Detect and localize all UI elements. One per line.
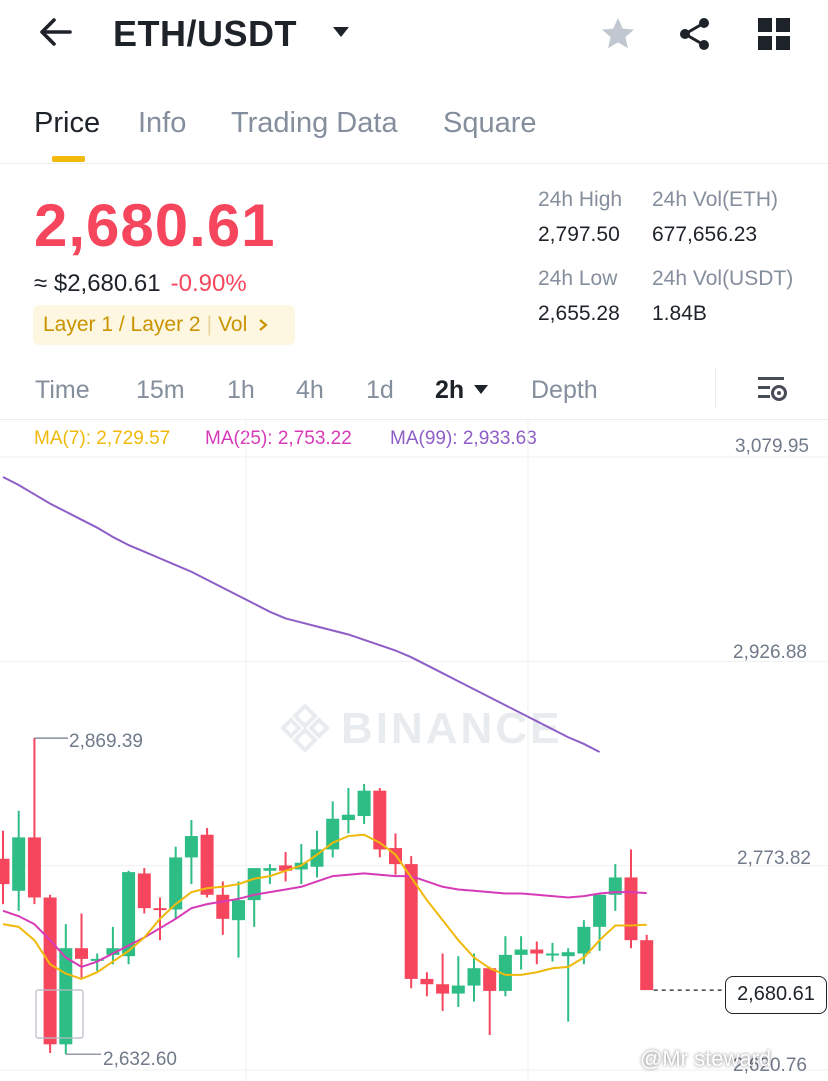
timeframe-separator xyxy=(0,419,828,420)
candle-body xyxy=(593,894,607,927)
24h-vol-usdt-value: 1.84B xyxy=(652,302,707,325)
candle-body xyxy=(608,877,622,895)
grid-icon[interactable] xyxy=(754,14,794,54)
candle-body xyxy=(404,864,418,979)
period-low-label: 2,632.60 xyxy=(103,1049,177,1070)
candle-body xyxy=(546,953,559,956)
24h-low-value: 2,655.28 xyxy=(538,302,620,325)
candle-body xyxy=(514,949,528,955)
chevron-right-icon xyxy=(259,319,268,332)
top-bar: ETH/USDT xyxy=(0,0,828,70)
timeframe-caret-icon[interactable] xyxy=(473,384,489,395)
candle-body xyxy=(137,873,151,909)
timeframe-4h[interactable]: 4h xyxy=(296,376,324,404)
candle-body xyxy=(530,949,544,954)
timeframe-15m[interactable]: 15m xyxy=(136,376,185,404)
candle-body xyxy=(451,985,465,994)
back-arrow-icon[interactable] xyxy=(34,12,78,52)
y-axis-label: 2,620.76 xyxy=(733,1055,807,1076)
candle-body xyxy=(483,968,497,991)
candle-body xyxy=(59,948,73,1045)
credit-watermark: @Mr steward xyxy=(640,1046,772,1071)
current-price-marker: 2,680.61 xyxy=(725,976,827,1014)
caret-down-icon[interactable] xyxy=(330,24,352,40)
candle-body xyxy=(232,900,245,921)
candle-body xyxy=(640,940,654,991)
candle-body xyxy=(122,872,136,957)
active-tab-indicator xyxy=(52,156,85,162)
24h-high-value: 2,797.50 xyxy=(538,223,620,246)
vol-label: Vol xyxy=(218,313,248,336)
candle-body xyxy=(498,954,512,991)
last-price: 2,680.61 xyxy=(34,192,276,259)
candle-body xyxy=(169,857,183,910)
candle-body xyxy=(263,868,277,871)
24h-high-label: 24h High xyxy=(538,188,623,211)
timeframe-2h[interactable]: 2h xyxy=(435,376,465,404)
pair-title[interactable]: ETH/USDT xyxy=(113,13,297,54)
24h-vol-eth-label: 24h Vol(ETH) xyxy=(652,188,779,211)
ma99-line xyxy=(2,476,601,753)
price-usd: ≈ $2,680.61 xyxy=(34,270,161,297)
tab-bar: Price Info Trading Data Square xyxy=(0,96,828,164)
star-icon[interactable] xyxy=(598,14,638,54)
timeframe-1d[interactable]: 1d xyxy=(366,376,394,404)
24h-low-label: 24h Low xyxy=(538,267,618,290)
binance-logo-icon xyxy=(280,703,330,753)
candle-body xyxy=(43,897,57,1045)
ma7-line xyxy=(2,833,647,980)
candle-body xyxy=(624,877,638,941)
tab-price[interactable]: Price xyxy=(34,107,101,139)
y-axis-label: 2,773.82 xyxy=(737,848,811,869)
candle-body xyxy=(577,926,591,954)
24h-vol-usdt-label: 24h Vol(USDT) xyxy=(652,267,794,290)
ma7-legend: MA(7): 2,729.57 xyxy=(34,428,171,449)
candle-body xyxy=(247,868,261,901)
period-high-label: 2,869.39 xyxy=(69,731,143,752)
candle-body xyxy=(106,948,120,955)
candle-body xyxy=(216,894,230,919)
candle-body xyxy=(357,790,371,817)
price-change: -0.90% xyxy=(170,270,247,297)
candlestick-chart[interactable] xyxy=(0,420,828,1081)
candle-body xyxy=(326,818,340,850)
binance-watermark: BINANCE xyxy=(341,704,563,753)
candle-body xyxy=(279,865,293,871)
tab-square[interactable]: Square xyxy=(443,107,537,139)
timeframe-divider xyxy=(715,368,716,408)
share-icon[interactable] xyxy=(675,14,715,54)
candle-body xyxy=(310,849,324,867)
tag-divider: | xyxy=(206,313,213,336)
candle-body xyxy=(90,958,104,961)
candle-body xyxy=(420,978,434,985)
candle-body xyxy=(12,837,26,891)
ma25-line xyxy=(2,872,647,968)
candle-body xyxy=(200,834,214,895)
candle-body xyxy=(561,952,575,957)
candle-body xyxy=(75,948,88,959)
y-axis-label: 3,079.95 xyxy=(735,436,809,457)
24h-vol-eth-value: 677,656.23 xyxy=(652,223,758,246)
timeframe-depth[interactable]: Depth xyxy=(531,376,598,404)
ma25-legend: MA(25): 2,753.22 xyxy=(205,428,352,449)
candle-body xyxy=(467,968,481,986)
tab-trading-data[interactable]: Trading Data xyxy=(231,107,398,139)
category-tag[interactable]: Layer 1 / Layer 2 | Vol xyxy=(33,305,295,345)
candle-body xyxy=(184,836,198,858)
candle-body xyxy=(373,790,387,850)
selection-box xyxy=(35,989,84,1039)
timeframe-time[interactable]: Time xyxy=(35,376,90,404)
candle-body xyxy=(27,837,41,898)
ma99-legend: MA(99): 2,933.63 xyxy=(390,428,537,449)
candle-body xyxy=(0,858,10,885)
chart-settings-icon[interactable] xyxy=(756,374,788,404)
candle-body xyxy=(341,814,355,821)
price-usd-line: ≈ $2,680.61 -0.90% xyxy=(34,268,247,300)
tab-info[interactable]: Info xyxy=(138,107,187,139)
candle-body xyxy=(436,984,450,994)
timeframe-1h[interactable]: 1h xyxy=(227,376,255,404)
category-label: Layer 1 / Layer 2 xyxy=(43,313,201,336)
candle-body xyxy=(153,908,167,911)
y-axis-label: 2,926.88 xyxy=(733,642,807,663)
